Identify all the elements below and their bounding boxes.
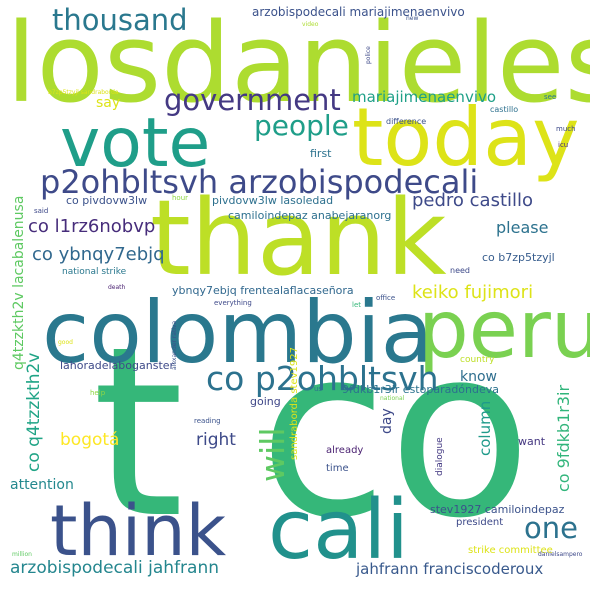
word-death: death: [108, 284, 126, 291]
word-pedro-castillo: pedro castillo: [412, 190, 534, 211]
word-let: let: [352, 301, 361, 309]
word-government: government: [164, 83, 341, 117]
word-know: know: [460, 369, 497, 385]
word-difference: difference: [386, 117, 427, 126]
word-will: will: [253, 427, 292, 483]
word-time: time: [326, 463, 349, 474]
word-jahfrann-franciscoderoux: jahfrann franciscoderoux: [356, 560, 544, 578]
word-think: think: [50, 490, 227, 572]
word-castillo: castillo: [490, 105, 519, 114]
word-pivdovw3lw-lasoledad: pivdovw3lw lasoledad: [212, 194, 334, 207]
word-day: day: [379, 408, 395, 434]
word-see: see: [544, 93, 557, 101]
word-p2ohbltsvh-arzobispodecali: p2ohbltsvh arzobispodecali: [40, 163, 479, 201]
word-one: one: [524, 511, 578, 545]
word-police: police: [365, 46, 372, 64]
word-co-pivdovw3lw: co pivdovw3lw: [66, 194, 148, 207]
word-arzobispodecali-jahfrann: arzobispodecali jahfrann: [10, 558, 220, 578]
word-q4tzzkth2v-lacabalenusa: q4tzzkth2v lacabalenusa: [11, 195, 27, 370]
word-much: much: [556, 125, 576, 133]
word-thank: thank: [150, 177, 447, 299]
word-video: video: [302, 21, 319, 28]
word-9fdkb1r3ir-estoparadondeva: 9fdkb1r3ir estoparadóndeva: [342, 383, 500, 396]
word-office: office: [376, 294, 396, 302]
word-peru: peru: [418, 283, 590, 376]
word-co-q4tzzkth2v: co q4tzzkth2v: [24, 352, 44, 472]
word-bogota: bogotá: [60, 430, 120, 450]
word-people: people: [254, 109, 349, 142]
word-attention: attention: [10, 477, 74, 493]
word-co-b7zp5tzyjl: co b7zp5tzyjl: [482, 251, 555, 264]
word-losdanieles: losdanieles: [6, 0, 590, 127]
word-co-ybnqy7ebjq: co ybnqy7ebjq: [32, 244, 165, 265]
word-vote: vote: [60, 104, 211, 183]
word-colombia: colombia: [42, 283, 434, 383]
word-president: president: [456, 517, 504, 528]
word-mariajimenaenvivo: mariajimenaenvivo: [352, 88, 497, 106]
word-everything: everything: [214, 299, 252, 307]
word-camiloindepaz-anabejaranorg: camiloindepaz anabejaranorg: [228, 209, 392, 222]
word-co-p2ohbltsvh: co p2ohbltsvh: [206, 359, 439, 398]
word-good: good: [58, 339, 73, 346]
word-icu: icu: [558, 141, 569, 149]
word-new: new: [406, 15, 419, 22]
word-million: million: [12, 551, 32, 558]
word-co-l1rz6nobvp: co l1rz6nobvp: [28, 216, 156, 237]
word-co-9fdkb1r3ir: co 9fdkb1r3ir: [554, 384, 573, 492]
word-hour: hour: [172, 194, 189, 202]
word-us: us: [314, 385, 323, 393]
word-column: column: [476, 400, 494, 456]
word-alexander-rativa: alexander rativa: [171, 320, 178, 370]
word-right: right: [196, 430, 236, 450]
word-going: going: [250, 395, 281, 408]
word-country: country: [460, 355, 495, 365]
word-said: said: [34, 207, 49, 215]
word-cali: cali: [268, 483, 409, 578]
word-reading: reading: [194, 417, 221, 425]
word-need: need: [450, 266, 470, 275]
word-national: national: [380, 395, 405, 402]
word-today: today: [352, 91, 580, 184]
word-strike-committee: strike committee: [468, 545, 553, 556]
word-please: please: [496, 218, 549, 237]
word-danielsampero: danielsampero: [538, 551, 583, 558]
word-dialogue: dialogue: [435, 437, 445, 476]
word-b7zp5tzyjl-sandraborda: b7zp5tzyjl sandraborda: [48, 89, 119, 96]
word-t-co: t co: [92, 297, 532, 570]
word-stev1927-camiloindepaz: stev1927 camiloindepaz: [430, 503, 565, 516]
word-help: help: [90, 389, 106, 397]
word-say: say: [96, 95, 121, 111]
word-ybnqy7ebjq-frentealaflacasenora: ybnqy7ebjq frentealaflacaseñora: [172, 284, 354, 297]
word-arzobispodecali-mariajimenaenvivo: arzobispodecali mariajimenaenvivo: [252, 5, 465, 19]
word-already: already: [326, 445, 364, 456]
word-first: first: [310, 147, 332, 160]
word-lahoradelaboganster: lahoradelaboganster: [60, 359, 175, 372]
word-keiko-fujimori: keiko fujimori: [412, 282, 534, 303]
word-want: want: [518, 435, 546, 448]
word-thousand: thousand: [52, 3, 188, 37]
word-national-strike: national strike: [62, 267, 127, 277]
word-sandraborda-stev1927: sandraborda stev1927: [289, 347, 300, 460]
